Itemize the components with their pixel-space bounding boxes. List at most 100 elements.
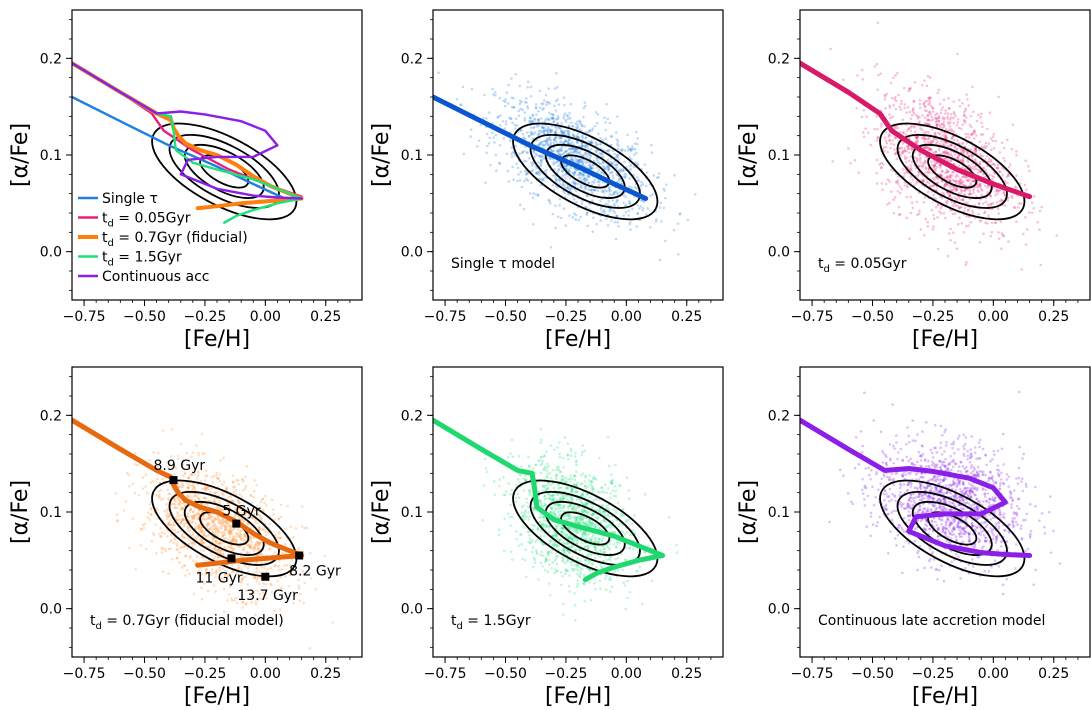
scatter-point [883,136,887,139]
scatter-point [564,224,568,227]
scatter-point [1002,156,1005,160]
scatter-point [571,150,574,154]
scatter-point [127,473,130,476]
scatter-point [256,504,259,508]
scatter-point [991,201,995,205]
scatter-point [530,133,533,136]
scatter-point [526,151,529,154]
scatter-point [259,571,262,575]
scatter-point [908,151,911,154]
scatter-point [187,476,191,480]
scatter-point [196,469,200,473]
scatter-point [963,206,967,210]
scatter-point [941,126,944,129]
scatter-point [252,592,255,595]
scatter-point [570,537,574,541]
scatter-point [263,566,266,569]
scatter-point [158,532,161,536]
scatter-points [437,71,697,262]
scatter-point [922,101,926,105]
scatter-point [599,162,602,166]
scatter-point [950,128,953,131]
scatter-point [574,548,577,551]
scatter-point [926,220,929,224]
scatter-point [927,110,931,114]
scatter-point [273,609,276,613]
scatter-point [518,152,521,156]
scatter-point [240,577,244,581]
scatter-point [1015,153,1018,157]
scatter-point [560,149,564,152]
scatter-point [929,119,933,122]
scatter-point [563,129,567,133]
scatter-point [582,522,586,525]
scatter-point [524,575,528,579]
scatter-point [600,504,603,507]
scatter-point [249,494,253,498]
scatter-point [261,528,265,532]
scatter-point [257,541,261,545]
scatter-point [559,140,563,143]
scatter-point [530,523,534,527]
scatter-point [547,118,551,121]
scatter-point [947,107,951,110]
scatter-point [929,96,933,100]
scatter-point [233,485,237,489]
scatter-point [551,116,555,120]
scatter-point [534,172,538,175]
scatter-point [961,101,964,105]
scatter-point [964,109,967,112]
scatter-point [983,211,986,215]
scatter-point [943,125,946,128]
scatter-point [991,174,994,178]
scatter-point [167,498,170,501]
scatter-point [963,174,967,178]
scatter-point [241,601,244,604]
scatter-point [532,132,536,136]
scatter-point [202,496,206,500]
scatter-point [567,193,571,196]
scatter-point [939,166,942,169]
scatter-point [622,201,625,204]
scatter-point [935,124,939,128]
scatter-point [571,124,574,128]
scatter-point [636,211,640,215]
scatter-point [131,482,135,486]
scatter-point [220,526,223,530]
scatter-point [159,526,162,530]
scatter-point [180,545,184,549]
scatter-point [288,573,292,576]
scatter-point [999,170,1002,174]
scatter-point [558,204,561,207]
scatter-point [186,476,190,480]
scatter-point [945,183,948,187]
scatter-point [561,183,564,187]
scatter-point [561,130,565,134]
scatter-point [965,178,969,182]
scatter-point [252,590,255,594]
scatter-point [561,174,564,178]
scatter-point [889,116,892,120]
age-marker [232,519,241,528]
scatter-point [542,130,546,134]
scatter-point [578,119,582,123]
scatter-point [935,112,939,115]
scatter-point [256,589,259,593]
scatter-point [206,522,210,526]
scatter-point [944,157,947,161]
scatter-point [618,484,621,488]
scatter-point [916,136,919,139]
scatter-point [530,495,534,498]
scatter-point [561,182,565,186]
contour-level-4 [927,154,978,189]
scatter-point [178,485,181,489]
scatter-point [574,619,577,622]
scatter-point [535,138,539,142]
scatter-point [196,515,200,519]
scatter-point [910,201,914,204]
scatter-point [589,188,593,192]
scatter-point [258,514,262,518]
scatter-point [196,524,200,528]
scatter-point [946,115,950,118]
scatter-point [953,153,957,156]
